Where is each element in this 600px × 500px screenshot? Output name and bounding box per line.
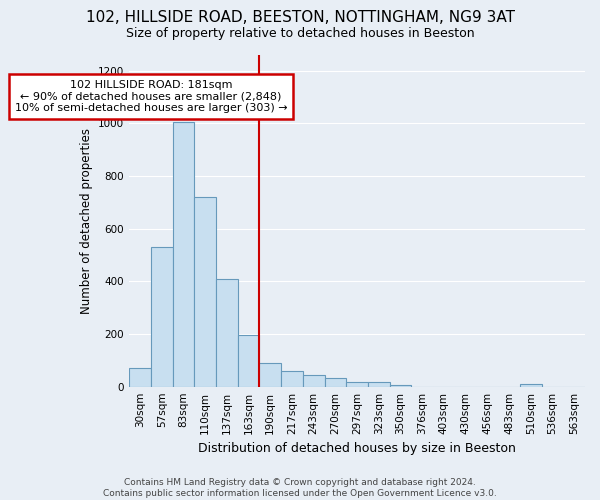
Bar xyxy=(520,384,542,386)
Text: 102, HILLSIDE ROAD, BEESTON, NOTTINGHAM, NG9 3AT: 102, HILLSIDE ROAD, BEESTON, NOTTINGHAM,… xyxy=(86,10,515,25)
Bar xyxy=(303,376,325,386)
Bar xyxy=(281,371,303,386)
Bar xyxy=(238,335,259,386)
Text: 102 HILLSIDE ROAD: 181sqm
← 90% of detached houses are smaller (2,848)
10% of se: 102 HILLSIDE ROAD: 181sqm ← 90% of detac… xyxy=(14,80,287,113)
Text: Contains HM Land Registry data © Crown copyright and database right 2024.
Contai: Contains HM Land Registry data © Crown c… xyxy=(103,478,497,498)
Y-axis label: Number of detached properties: Number of detached properties xyxy=(80,128,92,314)
Bar xyxy=(173,122,194,386)
Bar xyxy=(216,280,238,386)
Bar xyxy=(194,197,216,386)
Text: Size of property relative to detached houses in Beeston: Size of property relative to detached ho… xyxy=(125,28,475,40)
Bar xyxy=(346,382,368,386)
X-axis label: Distribution of detached houses by size in Beeston: Distribution of detached houses by size … xyxy=(198,442,516,455)
Bar xyxy=(325,378,346,386)
Bar xyxy=(368,382,389,386)
Bar xyxy=(151,247,173,386)
Bar xyxy=(259,363,281,386)
Bar xyxy=(129,368,151,386)
